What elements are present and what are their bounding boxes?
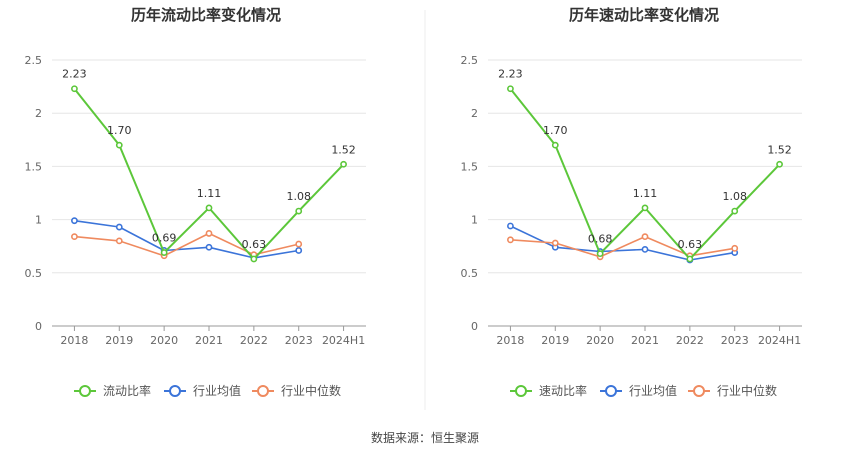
data-label: 1.08 [722, 190, 747, 203]
data-point [115, 223, 123, 231]
x-tick-label: 2022 [676, 334, 704, 347]
legend-item[interactable]: 行业均值 [164, 383, 241, 398]
series-line-median [74, 232, 299, 257]
data-point [641, 233, 649, 241]
data-label: 0.63 [242, 238, 267, 251]
x-tick-label: 2020 [586, 334, 614, 347]
data-point [641, 204, 649, 212]
data-point [686, 255, 694, 263]
data-point [115, 141, 123, 149]
legend-marker-icon [605, 385, 617, 397]
legend-label: 速动比率 [539, 383, 587, 398]
y-tick-label: 2.5 [25, 54, 43, 67]
data-label: 0.68 [588, 233, 613, 246]
series-line-avg [74, 219, 299, 259]
y-tick-label: 1 [471, 214, 478, 227]
y-tick-label: 0.5 [461, 267, 479, 280]
x-tick-label: 2023 [285, 334, 313, 347]
data-point [295, 240, 303, 248]
data-point [507, 236, 514, 244]
y-tick-label: 0 [471, 320, 478, 333]
data-label: 1.52 [331, 143, 356, 156]
x-tick-label: 2023 [721, 334, 749, 347]
y-tick-label: 1 [35, 214, 42, 227]
data-point [776, 160, 783, 168]
chart-title: 历年速动比率变化情况 [569, 6, 719, 24]
y-tick-label: 0 [35, 320, 42, 333]
legend-label: 行业中位数 [717, 383, 777, 398]
legend-item[interactable]: 行业中位数 [688, 383, 777, 398]
data-point [295, 247, 303, 254]
chart-title: 历年流动比率变化情况 [131, 6, 281, 24]
x-tick-label: 2018 [496, 334, 524, 347]
legend-item[interactable]: 流动比率 [74, 383, 151, 398]
legend-marker-icon [693, 385, 705, 397]
y-tick-label: 0.5 [25, 267, 43, 280]
x-tick-label: 2024H1 [322, 334, 365, 347]
legend-label: 行业均值 [193, 383, 241, 398]
data-point [731, 244, 739, 252]
legend-marker-icon [169, 385, 181, 397]
data-point [507, 85, 514, 93]
legend-marker-icon [257, 385, 269, 397]
data-point [71, 85, 78, 93]
x-tick-label: 2019 [105, 334, 133, 347]
data-point [115, 237, 123, 245]
data-point [71, 217, 78, 225]
data-label: 2.23 [498, 68, 523, 81]
legend-marker-icon [515, 385, 527, 397]
legend-item[interactable]: 行业均值 [600, 383, 677, 398]
data-label: 1.08 [286, 190, 311, 203]
legend-marker-icon [79, 385, 91, 397]
data-point [205, 243, 213, 251]
data-label: 1.11 [633, 187, 658, 200]
data-source-note: 数据来源：恒生聚源 [371, 430, 479, 445]
y-tick-label: 1.5 [461, 160, 479, 173]
legend-label: 行业均值 [629, 383, 677, 398]
x-tick-label: 2021 [631, 334, 659, 347]
legend-label: 流动比率 [103, 383, 151, 398]
data-point [205, 230, 213, 237]
data-point [205, 204, 213, 212]
series-line-avg [510, 225, 735, 261]
legend-item[interactable]: 行业中位数 [252, 383, 341, 398]
x-tick-label: 2021 [195, 334, 223, 347]
data-point [507, 222, 514, 230]
y-tick-label: 2 [471, 107, 478, 120]
data-point [71, 233, 78, 241]
data-label: 0.63 [678, 238, 703, 251]
data-point [731, 207, 739, 215]
data-point [596, 250, 604, 258]
data-point [551, 239, 559, 247]
legend-item[interactable]: 速动比率 [510, 383, 587, 398]
x-tick-label: 2022 [240, 334, 268, 347]
y-tick-label: 2.5 [461, 54, 479, 67]
y-tick-label: 2 [35, 107, 42, 120]
data-label: 1.52 [767, 143, 792, 156]
series-line-median [510, 235, 735, 258]
data-point [551, 141, 559, 149]
data-label: 0.69 [152, 232, 177, 245]
legend-label: 行业中位数 [281, 383, 341, 398]
data-label: 1.70 [107, 124, 132, 137]
data-label: 1.11 [197, 187, 222, 200]
x-tick-label: 2024H1 [758, 334, 801, 347]
data-point [250, 255, 258, 263]
data-point [160, 249, 168, 256]
data-label: 1.70 [543, 124, 568, 137]
x-tick-label: 2018 [60, 334, 88, 347]
x-tick-label: 2020 [150, 334, 178, 347]
data-point [641, 245, 649, 253]
y-tick-label: 1.5 [25, 160, 43, 173]
data-label: 2.23 [62, 68, 87, 81]
data-point [295, 207, 303, 215]
data-point [340, 160, 347, 168]
x-tick-label: 2019 [541, 334, 569, 347]
